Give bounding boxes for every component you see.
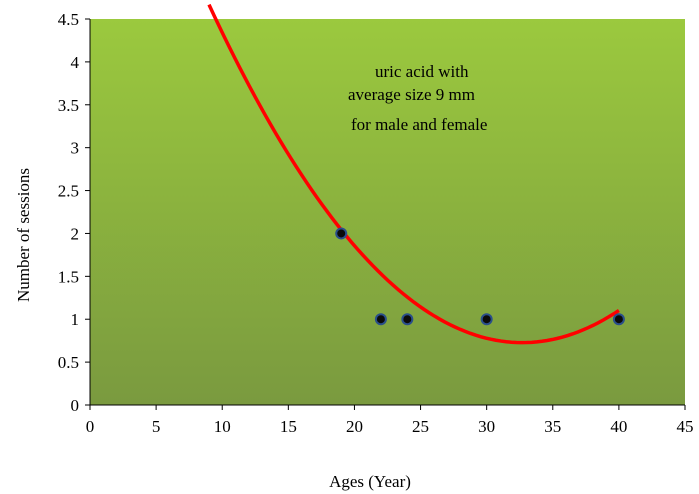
plot-area bbox=[90, 19, 685, 405]
data-point bbox=[335, 227, 348, 240]
y-tick-label: 3.5 bbox=[58, 96, 79, 115]
y-tick-label: 0 bbox=[71, 396, 80, 415]
annotation-line-3: for male and female bbox=[351, 115, 487, 134]
y-tick-labels: 0 0.5 1 1.5 2 2.5 3 3.5 4 4.5 bbox=[58, 10, 80, 415]
data-point bbox=[480, 313, 493, 326]
x-tick-labels: 0 5 10 15 20 25 30 35 40 45 bbox=[86, 417, 694, 436]
x-tick-label: 15 bbox=[280, 417, 297, 436]
y-tick-label: 2.5 bbox=[58, 182, 79, 201]
annotation-line-1: uric acid with bbox=[375, 62, 469, 81]
axes bbox=[85, 18, 686, 410]
annotation: uric acid with average size 9 mm for mal… bbox=[348, 62, 487, 134]
x-tick-label: 30 bbox=[478, 417, 495, 436]
annotation-line-2: average size 9 mm bbox=[348, 85, 475, 104]
y-axis-title: Number of sessions bbox=[14, 168, 33, 302]
x-tick-label: 40 bbox=[610, 417, 627, 436]
y-tick-label: 0.5 bbox=[58, 353, 79, 372]
x-tick-label: 20 bbox=[346, 417, 363, 436]
y-tick-label: 2 bbox=[71, 224, 80, 243]
y-tick-label: 1.5 bbox=[58, 267, 79, 286]
data-point bbox=[612, 313, 625, 326]
x-tick-label: 0 bbox=[86, 417, 95, 436]
y-tick-label: 3 bbox=[71, 139, 80, 158]
x-tick-label: 10 bbox=[214, 417, 231, 436]
x-tick-label: 45 bbox=[677, 417, 694, 436]
data-point bbox=[401, 313, 414, 326]
x-tick-label: 5 bbox=[152, 417, 161, 436]
trendline bbox=[207, 3, 620, 345]
y-tick-label: 4 bbox=[71, 53, 80, 72]
x-tick-label: 35 bbox=[544, 417, 561, 436]
data-points bbox=[335, 227, 625, 326]
data-point bbox=[374, 313, 387, 326]
x-tick-label: 25 bbox=[412, 417, 429, 436]
x-axis-title: Ages (Year) bbox=[329, 472, 411, 491]
y-tick-label: 1 bbox=[71, 310, 80, 329]
y-tick-label: 4.5 bbox=[58, 10, 79, 29]
